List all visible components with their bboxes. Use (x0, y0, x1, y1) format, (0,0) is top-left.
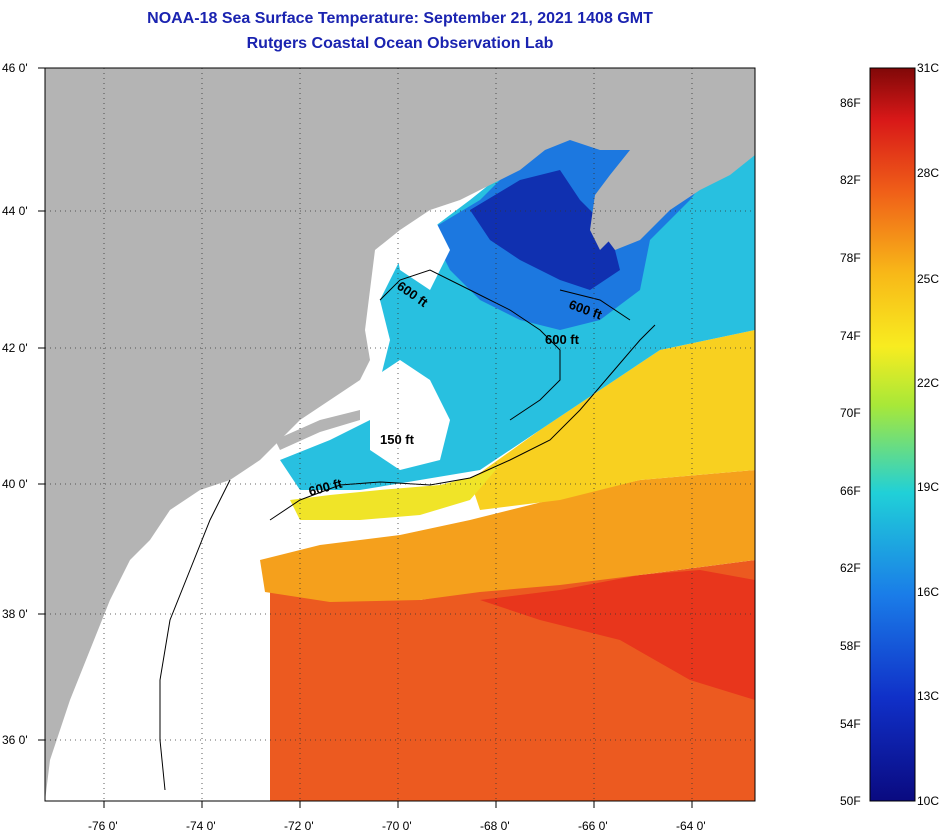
mild-water-band (290, 465, 500, 520)
lat-axis-labels: 46 0' 44 0' 42 0' 40 0' 38 0' 36 0' (2, 61, 28, 747)
colorbar-fahrenheit-label: 70F (840, 406, 861, 420)
coldest-water-patch (470, 170, 620, 290)
mild-water-region (470, 330, 755, 510)
lon-label: -64 0' (676, 819, 706, 832)
lat-label: 42 0' (2, 341, 28, 355)
colorbar-fahrenheit-label: 66F (840, 484, 861, 498)
graticule (45, 68, 755, 801)
land-long-island (275, 410, 360, 450)
cloud-patch-capecod (370, 360, 450, 470)
land-nova-scotia (600, 130, 755, 250)
lat-label: 38 0' (2, 607, 28, 621)
lat-label: 46 0' (2, 61, 28, 75)
contour-label-600ft-3: 600 ft (545, 332, 580, 347)
colorbar-fahrenheit-label: 74F (840, 329, 861, 343)
colorbar-celsius-label: 19C (917, 480, 939, 494)
colorbar: 31C 28C 25C 22C 19C 16C 13C 10C 86F 82F … (840, 61, 939, 808)
colorbar-celsius-label: 25C (917, 272, 939, 286)
colorbar-fahrenheit-label: 62F (840, 561, 861, 575)
colorbar-fahrenheit-label: 54F (840, 717, 861, 731)
lat-label: 36 0' (2, 733, 28, 747)
colorbar-fahrenheit-label: 78F (840, 251, 861, 265)
cloud-patch-gulf (390, 210, 450, 290)
colorbar-fahrenheit-label: 82F (840, 173, 861, 187)
colorbar-fahrenheit-label: 58F (840, 639, 861, 653)
lon-label: -68 0' (480, 819, 510, 832)
lat-label: 40 0' (2, 477, 28, 491)
lon-label: -66 0' (578, 819, 608, 832)
contour-label-150ft: 150 ft (380, 432, 415, 447)
map-frame (44, 67, 756, 802)
lon-label: -72 0' (284, 819, 314, 832)
lat-label: 44 0' (2, 204, 28, 218)
colorbar-celsius-label: 22C (917, 376, 939, 390)
lon-label: -76 0' (88, 819, 118, 832)
colorbar-celsius-label: 16C (917, 585, 939, 599)
colorbar-celsius-label: 31C (917, 61, 939, 75)
lon-label: -70 0' (382, 819, 412, 832)
colorbar-gradient (869, 67, 916, 802)
colorbar-celsius-label: 28C (917, 166, 939, 180)
tick-marks (38, 67, 693, 808)
colorbar-fahrenheit-label: 50F (840, 794, 861, 808)
warm-water-region (260, 470, 755, 602)
colorbar-fahrenheit-label: 86F (840, 96, 861, 110)
colorbar-celsius-label: 10C (917, 794, 939, 808)
lon-label: -74 0' (186, 819, 216, 832)
land-mainland (45, 68, 755, 801)
map-area: 600 ft 600 ft 600 ft 150 ft 600 ft (45, 68, 755, 801)
colorbar-celsius-label: 13C (917, 689, 939, 703)
chart-subtitle: Rutgers Coastal Ocean Observation Lab (246, 35, 554, 52)
hot-water-patch (480, 570, 755, 700)
lon-axis-labels: -76 0' -74 0' -72 0' -70 0' -68 0' -66 0… (88, 819, 706, 832)
chart-title: NOAA-18 Sea Surface Temperature: Septemb… (147, 10, 653, 27)
